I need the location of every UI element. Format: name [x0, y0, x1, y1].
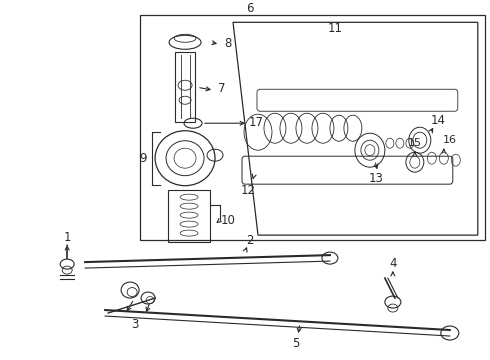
Text: 14: 14: [430, 114, 445, 127]
Text: 4: 4: [389, 257, 396, 270]
Text: 12: 12: [241, 184, 255, 197]
Text: 10: 10: [220, 213, 236, 227]
Text: 6: 6: [246, 2, 254, 15]
Text: 1: 1: [63, 231, 71, 244]
Text: 9: 9: [139, 152, 147, 165]
Text: 8: 8: [224, 37, 232, 50]
Text: 2: 2: [246, 234, 254, 247]
Bar: [140, 15, 485, 240]
Text: 11: 11: [327, 22, 343, 35]
Text: 13: 13: [368, 172, 383, 185]
Text: 17: 17: [248, 116, 264, 129]
Text: 15: 15: [408, 138, 422, 148]
Bar: [168, 190, 210, 242]
Text: 7: 7: [218, 82, 226, 95]
Bar: [175, 52, 195, 122]
Text: 16: 16: [443, 135, 457, 145]
Text: 5: 5: [292, 337, 300, 350]
Text: 3: 3: [131, 318, 139, 330]
